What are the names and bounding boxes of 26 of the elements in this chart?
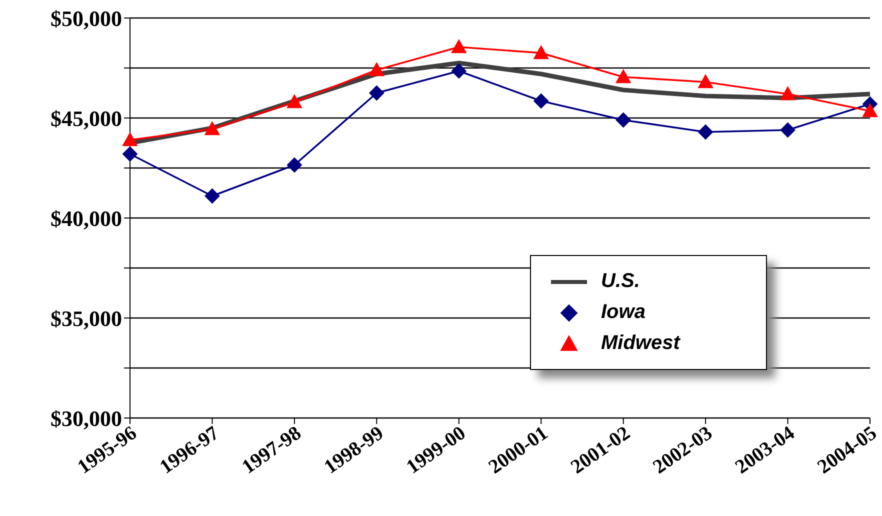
- legend-label: Iowa: [601, 301, 646, 324]
- point: [862, 104, 878, 118]
- point: [534, 46, 549, 60]
- point: [122, 132, 138, 146]
- legend-label: Midwest: [601, 332, 680, 355]
- point: [698, 124, 714, 140]
- point: [369, 86, 384, 100]
- point: [616, 112, 631, 128]
- point: [204, 188, 220, 204]
- point: [534, 94, 549, 108]
- point: [286, 94, 302, 108]
- y-tick-label: $50,000: [50, 6, 122, 31]
- point: [286, 158, 302, 172]
- point: [369, 62, 384, 76]
- y-tick-label: $45,000: [50, 106, 122, 131]
- point: [698, 74, 714, 88]
- point: [122, 146, 138, 162]
- point: [780, 122, 796, 138]
- y-tick-label: $40,000: [50, 206, 122, 231]
- point: [616, 70, 631, 84]
- legend-label: U.S.: [601, 270, 640, 293]
- point: [204, 122, 220, 136]
- point: [451, 64, 466, 78]
- y-tick-label: $35,000: [50, 306, 122, 331]
- point: [780, 86, 796, 100]
- point: [451, 40, 466, 54]
